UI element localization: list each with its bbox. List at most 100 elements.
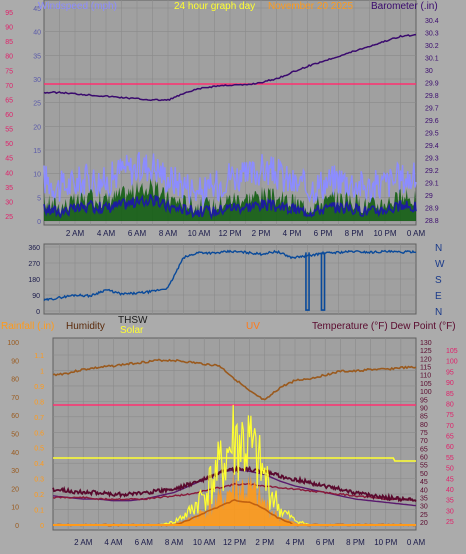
barometer-line: [43, 33, 417, 102]
rain-tick-label: 0.7: [34, 415, 44, 422]
direction-spike: [320, 252, 326, 311]
rain-tick-label: 1: [40, 368, 44, 375]
barometer-axis-ticks: 30.4 30.3 30.2 30.1 30 29.9 29.8 29.7 29.6 29.5 29…: [425, 18, 439, 225]
wind-tick-label: 35: [33, 53, 41, 60]
temperature-tick-label: 55: [420, 463, 428, 470]
outer-left-tick-label: 90: [5, 25, 13, 32]
outer-right-tick-label: 100: [446, 359, 458, 366]
compass-letter: W: [435, 259, 445, 270]
direction-tick-label: 0: [36, 309, 40, 316]
temperature-tick-label: 20: [420, 520, 428, 527]
rain-tick-label: 0.5: [34, 446, 44, 453]
time-label: 2 PM: [255, 538, 274, 547]
outer-left-tick-label: 80: [5, 54, 13, 61]
wind-tick-label: 0: [37, 219, 41, 226]
temperature-tick-label: 60: [420, 455, 428, 462]
wind-tick-label: 5: [37, 195, 41, 202]
outer-right-tick-label: 45: [446, 476, 454, 483]
outer-left-tick-label: 70: [5, 83, 13, 90]
direction-axis-ticks: 360 270 180 90 0: [28, 245, 40, 316]
outer-right-tick-label: 65: [446, 434, 454, 441]
outer-right-tick-label: 55: [446, 455, 454, 462]
temperature-tick-label: 105: [420, 381, 432, 388]
compass-letter: N: [435, 307, 442, 318]
time-label: 12 PM: [223, 538, 246, 547]
barometer-tick-label: 30.4: [425, 18, 439, 25]
windspeed-label: Windspeed (mph): [38, 1, 117, 12]
time-label: 4 PM: [286, 538, 305, 547]
graph-title: 24 hour graph day: [174, 1, 255, 12]
outer-left-tick-label: 85: [5, 39, 13, 46]
time-label: 6 PM: [314, 229, 333, 238]
temperature-tick-label: 80: [420, 422, 428, 429]
wind-tick-label: 15: [33, 148, 41, 155]
outer-left-tick-label: 35: [5, 185, 13, 192]
temperature-tick-label: 120: [420, 356, 432, 363]
humidity-tick-label: 100: [7, 340, 19, 347]
outer-left-tick-label: 95: [5, 10, 13, 17]
time-axis-bottom: 2 AM 4 AM 6 AM 8 AM 10 AM 12 PM 2 PM 4 PM 6 PM 8 …: [74, 538, 425, 547]
barometer-tick-label: 28.9: [425, 206, 439, 213]
rain-tick-label: 0.1: [34, 508, 44, 515]
outer-left-tick-label: 40: [5, 170, 13, 177]
humidity-tick-label: 80: [11, 377, 19, 384]
time-label: 4 AM: [97, 229, 116, 238]
time-label: 8 AM: [159, 229, 178, 238]
barometer-tick-label: 29.2: [425, 168, 439, 175]
time-label: 6 AM: [128, 229, 147, 238]
time-label: 4 PM: [283, 229, 302, 238]
outer-left-axis-ticks: 95 90 85 80 75 70 65 60 55 50 45 40 35 30 25: [5, 10, 13, 221]
rain-tick-label: 1.1: [34, 353, 44, 360]
humidity-label: Humidity: [66, 321, 105, 332]
barometer-tick-label: 29.7: [425, 106, 439, 113]
time-label: 10 AM: [188, 229, 211, 238]
outer-right-tick-label: 60: [446, 444, 454, 451]
rain-tick-label: 0.2: [34, 492, 44, 499]
wind-average-line: [43, 194, 417, 220]
barometer-tick-label: 29: [425, 193, 433, 200]
time-label: 2 AM: [74, 538, 93, 547]
outer-left-tick-label: 25: [5, 214, 13, 221]
temperature-tick-label: 115: [420, 365, 431, 372]
time-label: 2 PM: [252, 229, 271, 238]
direction-tick-label: 90: [32, 293, 40, 300]
temperature-tick-label: 50: [420, 471, 428, 478]
time-label: 6 PM: [316, 538, 335, 547]
temperature-tick-label: 75: [420, 430, 428, 437]
barometer-tick-label: 30: [425, 68, 433, 75]
barometer-tick-label: 29.6: [425, 118, 439, 125]
solar-fill: [53, 470, 416, 525]
time-label: 8 AM: [165, 538, 184, 547]
temperature-tick-label: 125: [420, 348, 432, 355]
outer-right-tick-label: 105: [446, 348, 458, 355]
outer-right-tick-label: 35: [446, 498, 454, 505]
humidity-tick-label: 60: [11, 413, 19, 420]
humidity-tick-label: 40: [11, 450, 19, 457]
temperature-tick-label: 25: [420, 512, 428, 519]
wind-tick-label: 30: [33, 77, 41, 84]
time-label: 10 PM: [373, 229, 396, 238]
barometer-tick-label: 29.1: [425, 181, 439, 188]
time-label: 10 AM: [193, 538, 216, 547]
humidity-tick-label: 0: [15, 523, 19, 530]
barometer-tick-label: 30.3: [425, 31, 439, 38]
humidity-line: [52, 358, 417, 401]
humidity-tick-label: 10: [11, 505, 19, 512]
compass-letter: N: [435, 243, 442, 254]
solar-label: Solar: [120, 325, 144, 336]
outer-right-tick-label: 25: [446, 519, 454, 526]
temperature-tick-label: 130: [420, 340, 432, 347]
direction-tick-label: 360: [28, 245, 40, 252]
barometer-label: Barometer (.in): [371, 1, 438, 12]
temperature-tick-label: 90: [420, 405, 428, 412]
outer-right-tick-label: 40: [446, 487, 454, 494]
outer-right-tick-label: 85: [446, 391, 454, 398]
top-series: [43, 33, 417, 221]
